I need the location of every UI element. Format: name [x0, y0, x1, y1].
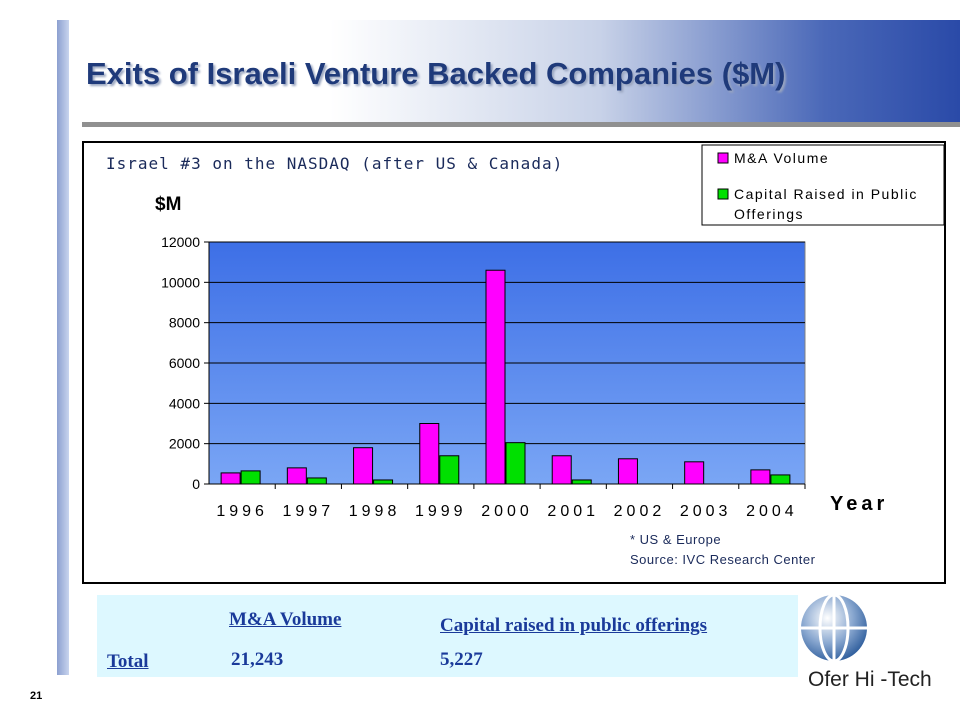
ma-volume-bar — [750, 469, 771, 485]
x-tick-label: 2003 — [680, 503, 732, 520]
y-tick-label: 4000 — [169, 395, 200, 411]
legend-swatch-ma-volume — [717, 152, 729, 164]
x-tick-label: 1999 — [415, 503, 467, 520]
y-tick-label: 12000 — [161, 234, 200, 250]
x-tick-label: 1996 — [216, 503, 268, 520]
y-tick-label: 10000 — [161, 274, 200, 290]
x-tick-label: 2001 — [547, 503, 599, 520]
title-divider — [82, 122, 960, 127]
ma-volume-bar — [551, 455, 572, 485]
capital-raised-bar — [770, 474, 791, 485]
y-tick-label: 2000 — [169, 436, 200, 452]
capital-raised-bar — [505, 442, 526, 485]
y-tick-label: 0 — [192, 476, 200, 492]
logo-text: Ofer Hi -Tech — [808, 668, 932, 691]
ma-volume-bar — [485, 269, 506, 485]
capital-raised-header: Capital raised in public offerings — [440, 615, 708, 636]
globe-icon — [801, 593, 867, 663]
y-tick-label: 6000 — [169, 355, 200, 371]
capital-raised-bar — [240, 470, 261, 485]
x-tick-label: 1998 — [349, 503, 401, 520]
ma-volume-bar — [617, 458, 638, 485]
legend-label-capital-raised: Capital Raised in Public Offerings — [734, 186, 918, 222]
capital-raised-bar — [373, 479, 394, 485]
x-axis-label: Year — [830, 493, 888, 515]
ma-volume-bar — [684, 461, 705, 485]
x-tick-label: 2002 — [614, 503, 666, 520]
x-tick-label: 2000 — [481, 503, 533, 520]
page-number: 21 — [30, 690, 43, 702]
chart-source: Source: IVC Research Center — [630, 552, 816, 567]
legend-swatch-capital-raised — [717, 188, 729, 200]
chart-subtitle: Israel #3 on the NASDAQ (after US & Cana… — [106, 154, 563, 173]
ma-volume-header: M&A Volume — [229, 609, 342, 630]
legend-label-ma-volume: M&A Volume — [734, 150, 829, 166]
legend-box — [701, 144, 945, 226]
capital-raised-total: 5,227 — [440, 649, 483, 670]
y-tick-label: 8000 — [169, 315, 200, 331]
capital-raised-bar — [439, 455, 460, 485]
ma-volume-bar — [220, 472, 241, 485]
ma-volume-bar — [353, 447, 374, 485]
capital-raised-bar — [571, 479, 592, 485]
title-band — [60, 20, 960, 122]
totals-table: M&A Volume Capital raised in public offe… — [97, 595, 798, 677]
chart-footnote: * US & Europe — [630, 532, 721, 547]
x-tick-label: 1997 — [283, 503, 335, 520]
slide-title: Exits of Israeli Venture Backed Companie… — [86, 56, 786, 91]
x-tick-label: 2004 — [746, 503, 798, 520]
total-row-label: Total — [107, 651, 149, 672]
ma-volume-bar — [419, 423, 440, 485]
y-axis-label: $M — [155, 194, 181, 215]
capital-raised-bar — [306, 477, 327, 485]
left-accent-bar — [57, 20, 69, 675]
ma-volume-bar — [286, 467, 307, 485]
bar-chart: Israel #3 on the NASDAQ (after US & Cana… — [106, 144, 945, 567]
ma-volume-total: 21,243 — [231, 649, 284, 670]
